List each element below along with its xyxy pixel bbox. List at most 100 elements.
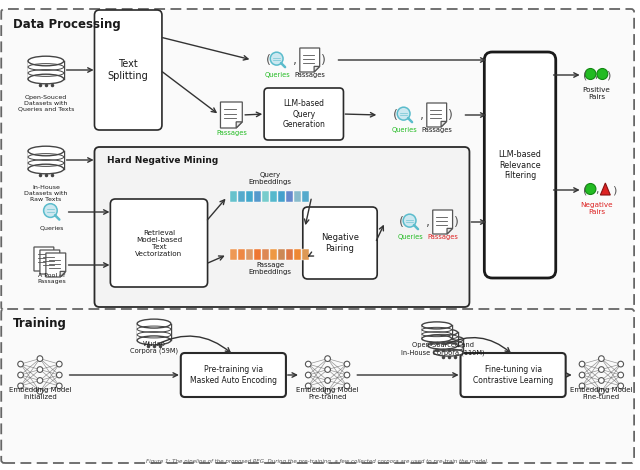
Bar <box>422 325 452 338</box>
Circle shape <box>305 372 311 378</box>
Text: Queries: Queries <box>40 225 64 230</box>
Polygon shape <box>46 253 66 277</box>
Text: ,: , <box>595 70 598 80</box>
Ellipse shape <box>28 74 64 84</box>
Circle shape <box>44 204 57 218</box>
Text: Retrieval
Model-based
Text
Vectorization: Retrieval Model-based Text Vectorization <box>136 229 182 257</box>
Text: In-House
Datasets with
Raw Texts: In-House Datasets with Raw Texts <box>24 185 68 202</box>
Text: Data Processing: Data Processing <box>13 18 121 31</box>
Bar <box>270 249 277 260</box>
Bar <box>302 249 308 260</box>
Text: (: ( <box>583 185 588 195</box>
Text: Negative
Pairs: Negative Pairs <box>580 202 612 215</box>
Polygon shape <box>48 266 54 271</box>
Circle shape <box>403 214 416 227</box>
FancyBboxPatch shape <box>303 207 377 279</box>
Text: ,: , <box>420 109 424 122</box>
Circle shape <box>18 383 24 389</box>
Bar <box>246 249 253 260</box>
Bar <box>262 249 269 260</box>
Text: ,: , <box>596 185 599 195</box>
Circle shape <box>598 377 604 384</box>
Bar <box>428 332 458 345</box>
Circle shape <box>585 69 596 79</box>
Bar <box>262 191 269 202</box>
FancyBboxPatch shape <box>1 9 634 310</box>
Text: ): ) <box>321 54 326 66</box>
Polygon shape <box>447 228 452 234</box>
Polygon shape <box>54 268 60 274</box>
Bar <box>286 191 293 202</box>
Ellipse shape <box>422 322 452 329</box>
Bar <box>254 249 261 260</box>
Text: LLM-based
Query
Generation: LLM-based Query Generation <box>282 99 325 129</box>
Bar <box>238 249 245 260</box>
Text: Training: Training <box>13 317 67 330</box>
Bar <box>302 191 308 202</box>
Text: (: ( <box>399 216 403 228</box>
Bar <box>28 151 64 169</box>
Text: ): ) <box>454 216 459 228</box>
Bar <box>238 191 245 202</box>
Circle shape <box>618 383 623 389</box>
Circle shape <box>598 367 604 372</box>
Text: Queries: Queries <box>398 234 424 240</box>
Text: Embedding Model
Pre-trained: Embedding Model Pre-trained <box>296 387 359 400</box>
Ellipse shape <box>28 56 64 66</box>
Bar <box>278 249 285 260</box>
Ellipse shape <box>28 164 64 174</box>
Circle shape <box>618 361 623 367</box>
Text: Open-Sourced and
In-House Corpora (110M): Open-Sourced and In-House Corpora (110M) <box>401 342 484 355</box>
FancyBboxPatch shape <box>110 199 207 287</box>
Bar <box>270 191 277 202</box>
Polygon shape <box>40 250 60 274</box>
Circle shape <box>598 356 604 361</box>
FancyBboxPatch shape <box>95 147 470 307</box>
Circle shape <box>344 383 350 389</box>
Bar <box>294 249 301 260</box>
Circle shape <box>324 377 330 384</box>
Text: ): ) <box>606 70 611 80</box>
Bar <box>278 191 285 202</box>
Text: Query
Embeddings: Query Embeddings <box>248 172 292 185</box>
Ellipse shape <box>422 335 452 342</box>
Circle shape <box>397 107 410 120</box>
Text: Passages: Passages <box>428 234 458 240</box>
Bar <box>28 61 64 79</box>
Text: Open-Souced
Datasets with
Queries and Texts: Open-Souced Datasets with Queries and Te… <box>18 95 74 111</box>
Circle shape <box>305 383 311 389</box>
Text: ,: , <box>293 54 297 66</box>
Text: Pre-training via
Masked Auto Encoding: Pre-training via Masked Auto Encoding <box>190 365 277 385</box>
Text: Passages: Passages <box>421 127 452 133</box>
Polygon shape <box>34 247 54 271</box>
Polygon shape <box>441 121 447 127</box>
Text: ): ) <box>448 109 453 122</box>
Circle shape <box>597 69 608 79</box>
Text: ,: , <box>426 216 430 228</box>
Bar <box>137 324 171 340</box>
Circle shape <box>324 367 330 372</box>
FancyBboxPatch shape <box>484 52 556 278</box>
Bar <box>246 191 253 202</box>
Ellipse shape <box>428 329 458 336</box>
Text: Passages: Passages <box>216 130 247 136</box>
Circle shape <box>37 356 43 361</box>
Text: Wudao
Corpora (59M): Wudao Corpora (59M) <box>130 341 178 354</box>
Circle shape <box>270 52 283 65</box>
Text: A Pool of
Passages: A Pool of Passages <box>38 273 66 284</box>
Text: Hard Negative Mining: Hard Negative Mining <box>108 156 219 165</box>
Circle shape <box>579 361 585 367</box>
Circle shape <box>18 372 24 378</box>
Polygon shape <box>236 122 243 128</box>
Circle shape <box>324 389 330 394</box>
Ellipse shape <box>434 349 463 356</box>
Text: Fine-tuning via
Contrastive Learning: Fine-tuning via Contrastive Learning <box>473 365 553 385</box>
Text: Positive
Pairs: Positive Pairs <box>582 87 611 100</box>
Bar <box>294 191 301 202</box>
Polygon shape <box>433 210 452 234</box>
Circle shape <box>305 361 311 367</box>
Bar <box>286 249 293 260</box>
Text: Text
Splitting: Text Splitting <box>108 59 148 81</box>
Circle shape <box>579 372 585 378</box>
Text: (: ( <box>583 70 588 80</box>
